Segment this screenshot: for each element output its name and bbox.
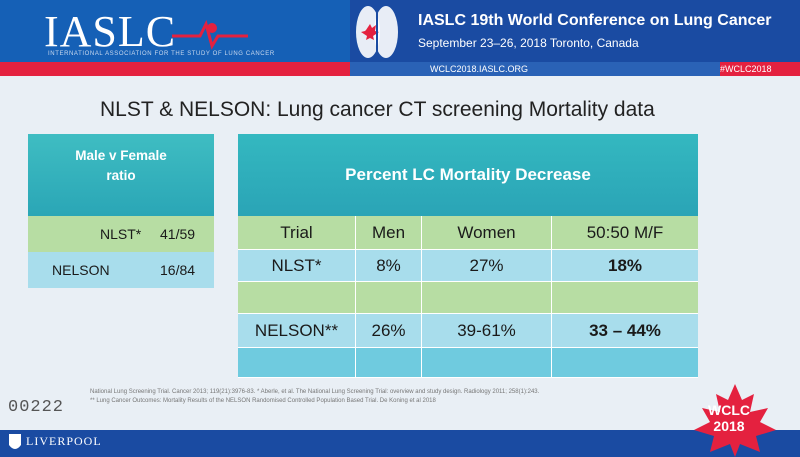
- cell-trial: [238, 282, 356, 314]
- references-footnote: National Lung Screening Trial. Cancer 20…: [90, 388, 690, 406]
- institution-name: LIVERPOOL: [26, 434, 102, 448]
- cell-women: [422, 348, 552, 378]
- ratio-row: NELSON 16/84: [28, 252, 214, 288]
- mortality-table-header: Percent LC Mortality Decrease: [238, 134, 698, 216]
- table-row: NELSON** 26% 39-61% 33 – 44%: [238, 314, 698, 348]
- slide-title: NLST & NELSON: Lung cancer CT screening …: [100, 98, 655, 121]
- cell-women: 27%: [422, 250, 552, 282]
- cell-men: 26%: [356, 314, 422, 348]
- table-row: [238, 348, 698, 378]
- frame-counter: 00222: [8, 398, 65, 417]
- logo-subtitle: INTERNATIONAL ASSOCIATION FOR THE STUDY …: [48, 51, 275, 57]
- cell-trial: NLST*: [238, 250, 356, 282]
- ratio-header-line1: Male v Female: [75, 148, 167, 163]
- blue-strip: [350, 62, 720, 76]
- column-header-trial: Trial: [238, 216, 356, 250]
- cell-women: 39-61%: [422, 314, 552, 348]
- iaslc-logo: IASLC: [44, 7, 177, 56]
- conference-hashtag: #WCLC2018: [720, 64, 772, 74]
- conference-title: IASLC 19th World Conference on Lung Canc…: [418, 12, 772, 29]
- ratio-row: NLST* 41/59: [28, 216, 214, 252]
- footnote-line-2: ** Lung Cancer Outcomes: Mortality Resul…: [90, 398, 436, 404]
- mortality-column-header-row: Trial Men Women 50:50 M/F: [238, 216, 698, 250]
- cell-mf: [552, 282, 698, 314]
- cell-men: 8%: [356, 250, 422, 282]
- conference-url: WCLC2018.IASLC.ORG: [430, 64, 529, 74]
- ratio-header-line2: ratio: [106, 168, 136, 183]
- ratio-row-value: 41/59: [160, 226, 196, 242]
- badge-line-2: 2018: [713, 418, 745, 434]
- cell-mf: [552, 348, 698, 378]
- maple-leaf-icon: [694, 384, 776, 457]
- ratio-table-header: Male v Female ratio: [28, 134, 214, 216]
- logo-block: [0, 0, 350, 66]
- table-row: NLST* 8% 27% 18%: [238, 250, 698, 282]
- cell-men: [356, 348, 422, 378]
- footnote-line-1: National Lung Screening Trial. Cancer 20…: [90, 389, 540, 395]
- footer-bar: [0, 430, 800, 457]
- crest-icon: [9, 434, 21, 449]
- cell-mf: 33 – 44%: [552, 314, 698, 348]
- conference-date: September 23–26, 2018 Toronto, Canada: [418, 36, 639, 50]
- table-row: [238, 282, 698, 314]
- cell-mf: 18%: [552, 250, 698, 282]
- cell-trial: NELSON**: [238, 314, 356, 348]
- column-header-men: Men: [356, 216, 422, 250]
- column-header-women: Women: [422, 216, 552, 250]
- lung-logo-icon: [172, 19, 248, 50]
- column-header-mf: 50:50 M/F: [552, 216, 698, 250]
- lung-maple-icon: [356, 4, 398, 58]
- cell-women: [422, 282, 552, 314]
- ratio-row-trial: NLST*: [100, 226, 142, 242]
- wclc-badge-label: WCLC 2018: [708, 402, 750, 434]
- ratio-row-trial: NELSON: [52, 262, 110, 278]
- cell-men: [356, 282, 422, 314]
- badge-line-1: WCLC: [708, 402, 750, 418]
- ratio-row-value: 16/84: [160, 262, 196, 278]
- cell-trial: [238, 348, 356, 378]
